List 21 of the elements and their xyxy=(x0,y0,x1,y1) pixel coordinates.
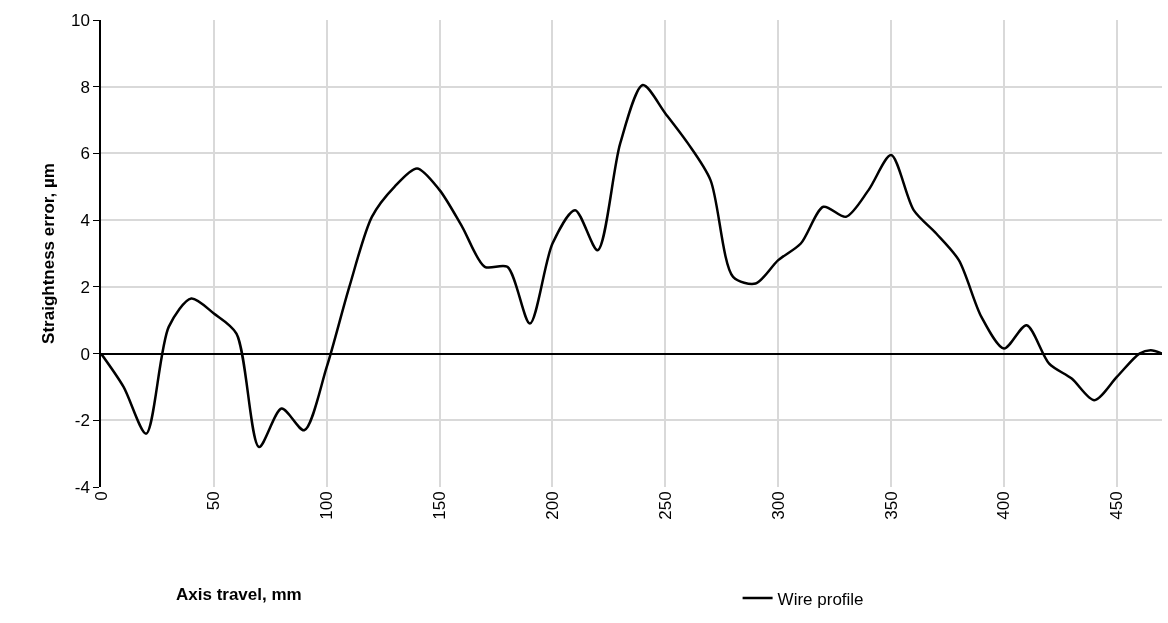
x-axis-title: Axis travel, mm xyxy=(176,585,302,604)
y-tick-label: 10 xyxy=(70,10,90,30)
x-tick-label: 300 xyxy=(768,491,788,520)
x-tick-label: 50 xyxy=(204,491,224,511)
x-tick-label: 100 xyxy=(317,491,337,520)
x-tick-label: 150 xyxy=(430,491,450,520)
y-tick-label: 6 xyxy=(80,144,90,164)
x-tick-label: 350 xyxy=(881,491,901,520)
x-tick-label: 250 xyxy=(655,491,675,520)
y-tick-label: -2 xyxy=(74,411,90,431)
y-axis-title: Straightness error, µm xyxy=(38,163,58,344)
y-tick-label: 4 xyxy=(80,211,90,231)
y-tick-label: -4 xyxy=(74,477,90,497)
legend-label: Wire profile xyxy=(777,589,864,609)
x-tick-label: 400 xyxy=(994,491,1014,520)
y-tick-label: 0 xyxy=(80,344,90,364)
y-tick-label: 8 xyxy=(80,77,90,97)
x-tick-label: 0 xyxy=(91,491,111,501)
x-tick-label: 450 xyxy=(1107,491,1127,520)
y-tick-label: 2 xyxy=(80,277,90,297)
x-tick-label: 200 xyxy=(543,491,563,520)
